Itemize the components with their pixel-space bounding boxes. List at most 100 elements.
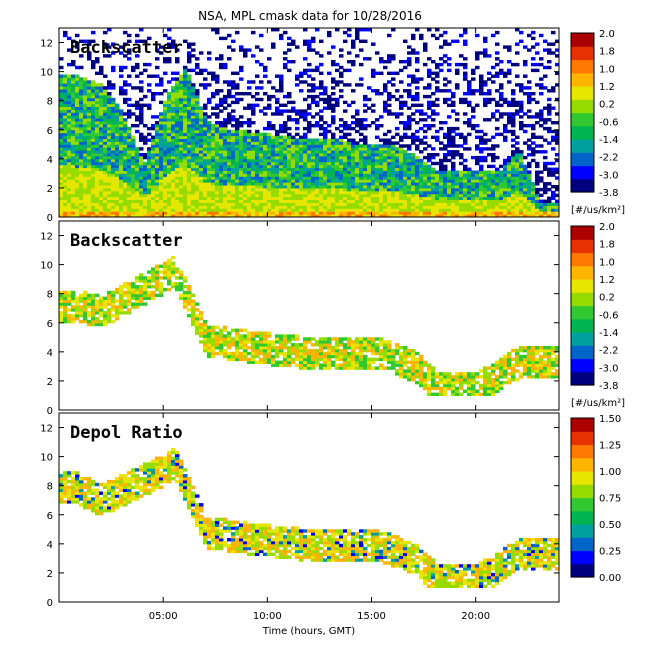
heatmap-cell (523, 208, 528, 212)
heatmap-cell (459, 208, 464, 212)
heatmap-cell (479, 147, 484, 151)
heatmap-cell (267, 190, 272, 195)
heatmap-cell (195, 158, 200, 163)
heatmap-cell (71, 211, 76, 215)
heatmap-cell (91, 138, 96, 142)
heatmap-cell (199, 179, 204, 183)
heatmap-cell (523, 190, 528, 195)
heatmap-cell (107, 106, 112, 110)
heatmap-cell (191, 115, 196, 119)
heatmap-cell (127, 141, 132, 145)
heatmap-cell (67, 317, 72, 321)
heatmap-cell (363, 202, 368, 206)
heatmap-cell (235, 196, 240, 200)
heatmap-cell (87, 42, 92, 46)
heatmap-cell (59, 89, 64, 93)
heatmap-cell (103, 153, 108, 157)
heatmap-cell (163, 57, 168, 61)
heatmap-cell (375, 51, 380, 55)
heatmap-cell (119, 121, 124, 125)
heatmap-cell (155, 147, 160, 151)
heatmap-cell (347, 185, 352, 189)
heatmap-cell (79, 89, 84, 93)
heatmap-cell (63, 190, 68, 195)
heatmap-cell (199, 176, 204, 180)
heatmap-cell (99, 65, 104, 70)
heatmap-cell (67, 190, 72, 195)
heatmap-cell (347, 150, 352, 154)
heatmap-cell (151, 179, 156, 183)
heatmap-cell (427, 187, 432, 192)
heatmap-cell (95, 205, 100, 209)
heatmap-cell (239, 65, 244, 70)
heatmap-cell (391, 190, 396, 195)
heatmap-cell (95, 190, 100, 195)
heatmap-cell (99, 109, 104, 113)
heatmap-cell (79, 214, 84, 218)
heatmap-cell (111, 132, 116, 137)
heatmap-cell (155, 208, 160, 212)
heatmap-cell (79, 80, 84, 84)
heatmap-cell (179, 77, 184, 81)
heatmap-cell (327, 208, 332, 212)
heatmap-cell (139, 190, 144, 195)
heatmap-cell (467, 89, 472, 93)
heatmap-cell (79, 141, 84, 145)
heatmap-cell (83, 77, 88, 81)
heatmap-cell (475, 208, 480, 212)
heatmap-cell (223, 138, 228, 142)
heatmap-cell (367, 185, 372, 189)
heatmap-cell (415, 138, 420, 142)
heatmap-cell (111, 214, 116, 218)
heatmap-cell (95, 308, 100, 312)
heatmap-cell (547, 42, 552, 46)
heatmap-cell (87, 51, 92, 55)
heatmap-cell (79, 176, 84, 180)
heatmap-cell (163, 202, 168, 206)
heatmap-cell (227, 57, 232, 61)
heatmap-cell (167, 115, 172, 119)
heatmap-cell (171, 199, 176, 203)
heatmap-cell (203, 176, 208, 180)
heatmap-cell (223, 118, 228, 122)
heatmap-cell (471, 187, 476, 192)
heatmap-cell (395, 153, 400, 157)
heatmap-cell (207, 164, 212, 169)
heatmap-cell (131, 144, 136, 148)
heatmap-cell (163, 109, 168, 113)
heatmap-cell (403, 190, 408, 195)
heatmap-cell (79, 112, 84, 116)
heatmap-cell (499, 173, 504, 177)
heatmap-cell (415, 211, 420, 215)
heatmap-cell (415, 161, 420, 166)
heatmap-cell (295, 138, 300, 142)
heatmap-cell (175, 103, 180, 107)
heatmap-cell (447, 173, 452, 177)
heatmap-cell (63, 135, 68, 139)
heatmap-cell (171, 193, 176, 198)
heatmap-cell (195, 153, 200, 157)
heatmap-cell (351, 167, 356, 171)
heatmap-cell (531, 158, 536, 163)
heatmap-cell (95, 305, 100, 309)
heatmap-cell (263, 173, 268, 177)
heatmap-cell (111, 51, 116, 55)
heatmap-cell (71, 138, 76, 142)
heatmap-cell (263, 170, 268, 174)
heatmap-cell (339, 48, 344, 52)
heatmap-cell (143, 205, 148, 209)
heatmap-cell (179, 109, 184, 113)
heatmap-cell (107, 167, 112, 171)
heatmap-cell (91, 314, 96, 318)
heatmap-cell (543, 106, 548, 110)
heatmap-cell (299, 150, 304, 154)
heatmap-cell (491, 112, 496, 116)
heatmap-cell (291, 42, 296, 46)
heatmap-cell (183, 115, 188, 119)
heatmap-cell (187, 208, 192, 212)
heatmap-cell (119, 187, 124, 192)
heatmap-cell (391, 173, 396, 177)
heatmap-cell (547, 173, 552, 177)
heatmap-cell (295, 155, 300, 160)
heatmap-cell (471, 176, 476, 180)
